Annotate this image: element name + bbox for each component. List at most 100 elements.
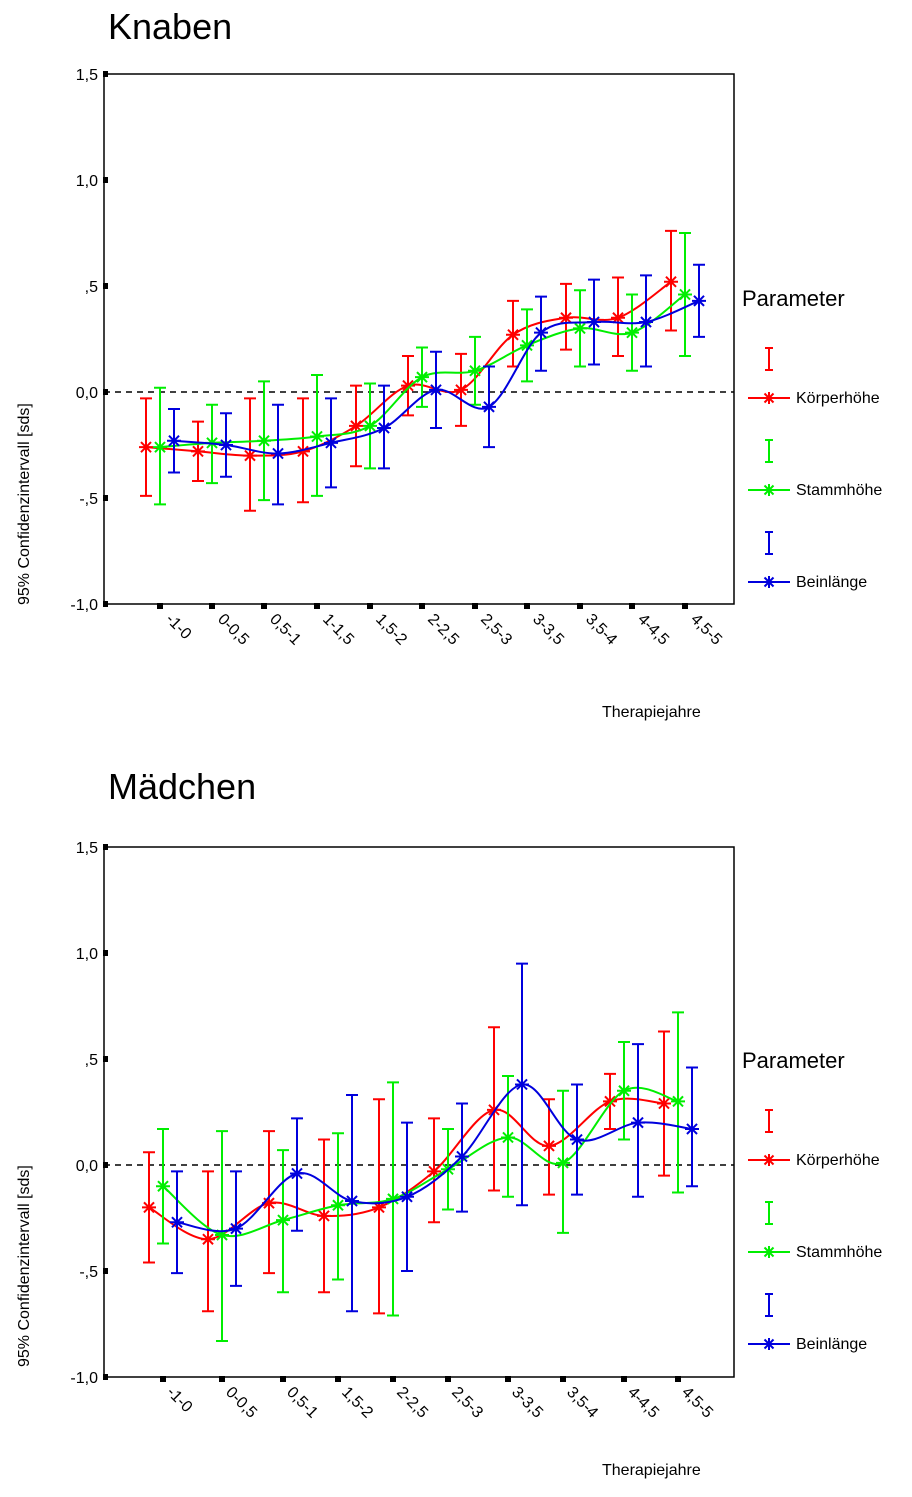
x-tick-mark xyxy=(445,1376,451,1382)
plot-frame xyxy=(103,846,735,1378)
series-line xyxy=(162,1086,679,1238)
chart-plot-knaben: 1,5 1,0 ,5 0,0 -,5 -1,0 -1-0 0-0,5 0,5-1 1-1,5 1,5… xyxy=(70,67,735,649)
mean-marker xyxy=(153,440,167,455)
y-tick-label: 1,0 xyxy=(76,173,98,190)
mean-marker xyxy=(534,325,548,340)
mean-marker xyxy=(573,321,587,336)
mean-marker xyxy=(276,1213,290,1228)
legend-label: Stammhöhe xyxy=(796,1244,883,1261)
mean-marker xyxy=(324,435,338,450)
x-tick-mark xyxy=(209,603,215,609)
x-tick-label: 0-0,5 xyxy=(214,611,252,649)
y-tick-mark xyxy=(103,844,108,850)
mean-marker xyxy=(429,382,443,397)
y-tick-label: 1,5 xyxy=(76,67,98,84)
legend-entry-stammhoehe: Stammhöhe xyxy=(742,424,912,504)
x-tick-label: -1-0 xyxy=(163,1384,195,1416)
mean-marker xyxy=(685,1121,699,1136)
y-tick-label: 0,0 xyxy=(76,1158,98,1175)
mean-marker xyxy=(692,293,706,308)
x-tick-label: 2,5-3 xyxy=(448,1384,486,1422)
mean-marker xyxy=(377,421,391,436)
mean-marker xyxy=(310,429,324,444)
y-tick-label: -,5 xyxy=(79,1264,98,1281)
x-tick-mark xyxy=(629,603,635,609)
x-tick-label: 1-1,5 xyxy=(319,611,357,649)
mean-marker xyxy=(229,1221,243,1236)
x-tick-label: 2-2,5 xyxy=(393,1384,431,1422)
mean-marker xyxy=(506,327,520,342)
mean-marker xyxy=(454,382,468,397)
mean-marker xyxy=(215,1227,229,1242)
mean-marker xyxy=(468,363,482,378)
series-line xyxy=(176,1083,693,1233)
y-tick-label: -,5 xyxy=(79,491,98,508)
x-tick-mark xyxy=(160,1376,166,1382)
mean-marker xyxy=(657,1096,671,1111)
mean-marker xyxy=(625,325,639,340)
y-axis-title: 95% Confidenzintervall [sds] xyxy=(16,403,33,605)
x-tick-label: 3,5-4 xyxy=(563,1384,601,1422)
y-tick-label: 1,5 xyxy=(76,840,98,857)
mean-marker xyxy=(363,418,377,433)
legend-label: Beinlänge xyxy=(796,1336,868,1353)
x-tick-label: 2-2,5 xyxy=(424,611,462,649)
y-tick-mark xyxy=(103,1056,108,1062)
x-tick-mark xyxy=(314,603,320,609)
legend-entry-beinlaenge: Beinlänge xyxy=(742,1278,912,1358)
y-tick-mark xyxy=(103,71,108,77)
y-tick-label: 1,0 xyxy=(76,946,98,963)
mean-marker xyxy=(191,444,205,459)
x-tick-mark xyxy=(261,603,267,609)
mean-marker xyxy=(372,1200,386,1215)
mean-marker xyxy=(482,399,496,414)
mean-marker xyxy=(296,444,310,459)
y-tick-label: -1,0 xyxy=(70,597,98,614)
chart-plot-maedchen: 1,5 1,0 ,5 0,0 -,5 -1,0 -1-0 0-0,5 0,5-1 1,5-2 2-2… xyxy=(70,840,735,1422)
mean-marker xyxy=(455,1149,469,1164)
mean-marker xyxy=(611,310,625,325)
mean-marker xyxy=(501,1130,515,1145)
x-tick-label: 0-0,5 xyxy=(222,1384,260,1422)
mean-marker xyxy=(142,1200,156,1215)
mean-marker xyxy=(290,1166,304,1181)
x-tick-mark xyxy=(157,603,163,609)
legend-entry-koerperhoehe: Körperhöhe xyxy=(742,332,912,412)
mean-marker xyxy=(243,448,257,463)
legend-entry-beinlaenge: Beinlänge xyxy=(742,516,912,596)
mean-marker xyxy=(349,418,363,433)
x-tick-label: 0,5-1 xyxy=(266,611,304,649)
legend-label: Körperhöhe xyxy=(796,390,880,407)
x-tick-mark xyxy=(675,1376,681,1382)
y-axis-title: 95% Confidenzintervall [sds] xyxy=(16,1165,33,1367)
y-tick-mark xyxy=(103,1374,108,1380)
mean-marker xyxy=(170,1215,184,1230)
mean-marker xyxy=(415,370,429,385)
mean-marker xyxy=(167,433,181,448)
x-axis-title: Therapiejahre xyxy=(602,1462,701,1479)
legend-label: Körperhöhe xyxy=(796,1152,880,1169)
chart-title: Knaben xyxy=(108,6,233,47)
legend-label: Stammhöhe xyxy=(796,482,883,499)
mean-marker xyxy=(331,1198,345,1213)
x-tick-mark xyxy=(560,1376,566,1382)
mean-marker xyxy=(262,1196,276,1211)
mean-marker xyxy=(587,315,601,330)
y-tick-mark xyxy=(103,1268,108,1274)
x-tick-label: 3,5-4 xyxy=(582,611,620,649)
y-tick-mark xyxy=(103,283,108,289)
y-tick-mark xyxy=(103,177,108,183)
x-axis-title: Therapiejahre xyxy=(602,704,701,721)
chart-panel-knaben: Knaben 1,5 1,0,5 0,0 -,5 -1,0 -1-0 0-0,5 0,5-1 1… xyxy=(0,0,912,740)
legend-entry-stammhoehe: Stammhöhe xyxy=(742,1186,912,1266)
mean-marker xyxy=(219,438,233,452)
y-tick-label: ,5 xyxy=(85,1052,98,1069)
legend-entry-koerperhoehe: Körperhöhe xyxy=(742,1094,912,1174)
x-tick-label: 4-4,5 xyxy=(624,1384,662,1422)
y-tick-label: ,5 xyxy=(85,279,98,296)
x-tick-mark xyxy=(367,603,373,609)
mean-marker xyxy=(664,274,678,289)
x-tick-label: 0,5-1 xyxy=(283,1384,321,1422)
mean-marker xyxy=(201,1232,215,1247)
plot-frame xyxy=(103,73,735,605)
